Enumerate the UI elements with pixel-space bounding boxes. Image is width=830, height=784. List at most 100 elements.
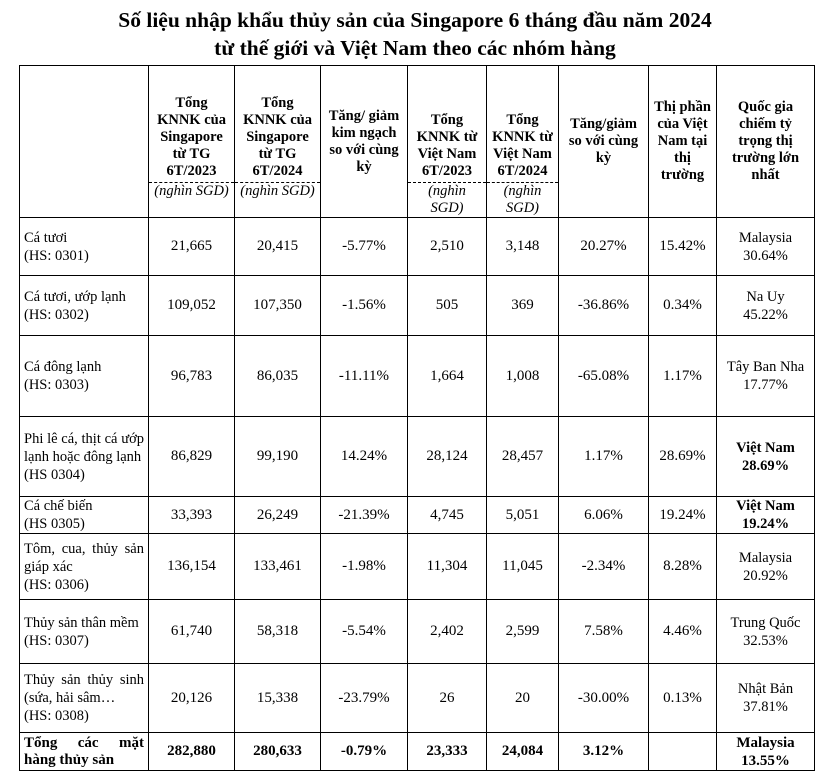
unit-label: (nghìn SGD) xyxy=(240,183,315,199)
top-country-cell: Tây Ban Nha 17.77% xyxy=(716,335,815,417)
value-share: 28.69% xyxy=(648,416,717,497)
value-chg: 14.24% xyxy=(320,416,408,497)
value-sg24: 86,035 xyxy=(234,335,321,417)
product-group-cell: Cá tươi, ướp lạnh (HS: 0302) xyxy=(19,275,149,336)
country-name: Trung Quốc xyxy=(730,614,801,631)
country-share: 32.53% xyxy=(743,632,788,649)
product-group-name: Cá tươi xyxy=(24,229,68,246)
value-vn23: 11,304 xyxy=(407,533,487,600)
hs-code: (HS: 0306) xyxy=(24,576,89,593)
value-share: 8.28% xyxy=(648,533,717,600)
value-vn23: 28,124 xyxy=(407,416,487,497)
value-sg24: 20,415 xyxy=(234,217,321,276)
value-chg: -23.79% xyxy=(320,663,408,733)
country-name: Malaysia xyxy=(738,549,793,566)
value-share: 19.24% xyxy=(648,496,717,534)
top-country-cell: Việt Nam 19.24% xyxy=(716,496,815,534)
value-sg24: 26,249 xyxy=(234,496,321,534)
product-group-name: Cá chế biến xyxy=(24,498,93,514)
country-name: Malaysia xyxy=(738,229,793,246)
value-chg: -5.77% xyxy=(320,217,408,276)
unit-sg-2023: (nghìn SGD) xyxy=(148,182,235,218)
value-sg24: 133,461 xyxy=(234,533,321,600)
top-country-cell: Malaysia 20.92% xyxy=(716,533,815,600)
value-sg23: 282,880 xyxy=(148,732,235,771)
value-sg23: 21,665 xyxy=(148,217,235,276)
country-name: Na Uy xyxy=(746,288,785,305)
value-vn24: 5,051 xyxy=(486,496,559,534)
value-vnchg: -30.00% xyxy=(558,663,649,733)
value-vn23: 2,402 xyxy=(407,599,487,664)
hs-code: (HS 0305) xyxy=(24,516,85,532)
table-row: Tôm, cua, thủy sản giáp xác (HS: 0306) 136… xyxy=(19,533,815,600)
value-vn23: 1,664 xyxy=(407,335,487,417)
product-group-cell: Tôm, cua, thủy sản giáp xác (HS: 0306) xyxy=(19,533,149,600)
country-share: 28.69% xyxy=(741,457,790,474)
value-vnchg: -2.34% xyxy=(558,533,649,600)
table-row: Cá chế biến (HS 0305) 33,393 26,249 -21.39% 4… xyxy=(19,496,815,534)
product-group-name: Cá đông lạnh xyxy=(24,359,102,375)
value-vnchg: -65.08% xyxy=(558,335,649,417)
value-vn24: 369 xyxy=(486,275,559,336)
unit-label: (nghìn SGD) xyxy=(503,183,542,216)
hs-code: (HS: 0307) xyxy=(24,632,89,649)
seafood-import-table: Tổng KNNK của Singapore từ TG 6T/2023 Tổ… xyxy=(19,65,815,771)
value-vn23: 26 xyxy=(407,663,487,733)
unit-sg-2024: (nghìn SGD) xyxy=(234,182,321,218)
value-sg23: 33,393 xyxy=(148,496,235,534)
product-group-cell: Thủy sản thủy sinh (sứa, hải sâm… (HS: 03… xyxy=(19,663,149,733)
value-vn24: 3,148 xyxy=(486,217,559,276)
value-chg: -11.11% xyxy=(320,335,408,417)
value-share: 0.13% xyxy=(648,663,717,733)
unit-vn-2023: (nghìn SGD) xyxy=(407,182,487,218)
top-country-cell: Trung Quốc 32.53% xyxy=(716,599,815,664)
header-vn-2024: Tổng KNNK từ Việt Nam 6T/2024 xyxy=(486,65,559,183)
header-change: Tăng/ giảm kim ngạch so với cùng kỳ xyxy=(320,65,408,218)
value-chg: -0.79% xyxy=(320,732,408,771)
product-group-cell: Tổng các mặt hàng thủy sản xyxy=(19,732,149,771)
value-chg: -1.56% xyxy=(320,275,408,336)
unit-vn-2024: (nghìn SGD) xyxy=(486,182,559,218)
value-vnchg: -36.86% xyxy=(558,275,649,336)
value-vn24: 20 xyxy=(486,663,559,733)
product-group-cell: Cá đông lạnh (HS: 0303) xyxy=(19,335,149,417)
header-empty xyxy=(19,65,149,218)
hs-code: (HS: 0303) xyxy=(24,377,89,393)
value-vn23: 4,745 xyxy=(407,496,487,534)
value-sg23: 61,740 xyxy=(148,599,235,664)
value-sg23: 109,052 xyxy=(148,275,235,336)
value-share: 4.46% xyxy=(648,599,717,664)
table-row: Cá tươi (HS: 0301) 21,665 20,415 -5.77% 2,510… xyxy=(19,217,815,276)
value-share: 15.42% xyxy=(648,217,717,276)
header-share: Thị phần của Việt Nam tại thị trường xyxy=(648,65,717,218)
header-vn-change: Tăng/giảm so với cùng kỳ xyxy=(558,65,649,218)
country-name: Việt Nam xyxy=(736,439,795,456)
product-group-name: Tôm, cua, thủy sản giáp xác xyxy=(24,540,144,575)
country-share: 20.92% xyxy=(743,567,788,584)
table-row: Cá tươi, ướp lạnh (HS: 0302) 109,052 107,35… xyxy=(19,275,815,336)
header-sg-2023: Tổng KNNK của Singapore từ TG 6T/2023 xyxy=(148,65,235,183)
value-chg: -21.39% xyxy=(320,496,408,534)
value-vn23: 2,510 xyxy=(407,217,487,276)
value-vn23: 505 xyxy=(407,275,487,336)
table-row: Cá đông lạnh (HS: 0303) 96,783 86,035 -11.11… xyxy=(19,335,815,417)
table-row: Thủy sản thân mềm (HS: 0307) 61,740 58,318-… xyxy=(19,599,815,664)
value-share xyxy=(648,732,717,771)
top-country-cell: Nhật Bản 37.81% xyxy=(716,663,815,733)
product-group-cell: Cá chế biến (HS 0305) xyxy=(19,496,149,534)
hs-code: (HS 0304) xyxy=(24,466,85,483)
value-sg24: 15,338 xyxy=(234,663,321,733)
country-name: Tây Ban Nha xyxy=(726,359,805,375)
product-group-name: Tổng các mặt hàng thủy sản xyxy=(24,734,144,768)
country-share: 19.24% xyxy=(741,516,790,532)
total-row: Tổng các mặt hàng thủy sản 282,880 280,633… xyxy=(19,732,815,771)
value-sg24: 99,190 xyxy=(234,416,321,497)
value-vnchg: 1.17% xyxy=(558,416,649,497)
product-group-cell: Cá tươi (HS: 0301) xyxy=(19,217,149,276)
top-country-cell: Na Uy 45.22% xyxy=(716,275,815,336)
hs-code: (HS: 0301) xyxy=(24,247,89,264)
table-row: Thủy sản thủy sinh (sứa, hải sâm… (HS: 03… xyxy=(19,663,815,733)
country-share: 13.55% xyxy=(741,752,790,769)
top-country-cell: Malaysia 13.55% xyxy=(716,732,815,771)
